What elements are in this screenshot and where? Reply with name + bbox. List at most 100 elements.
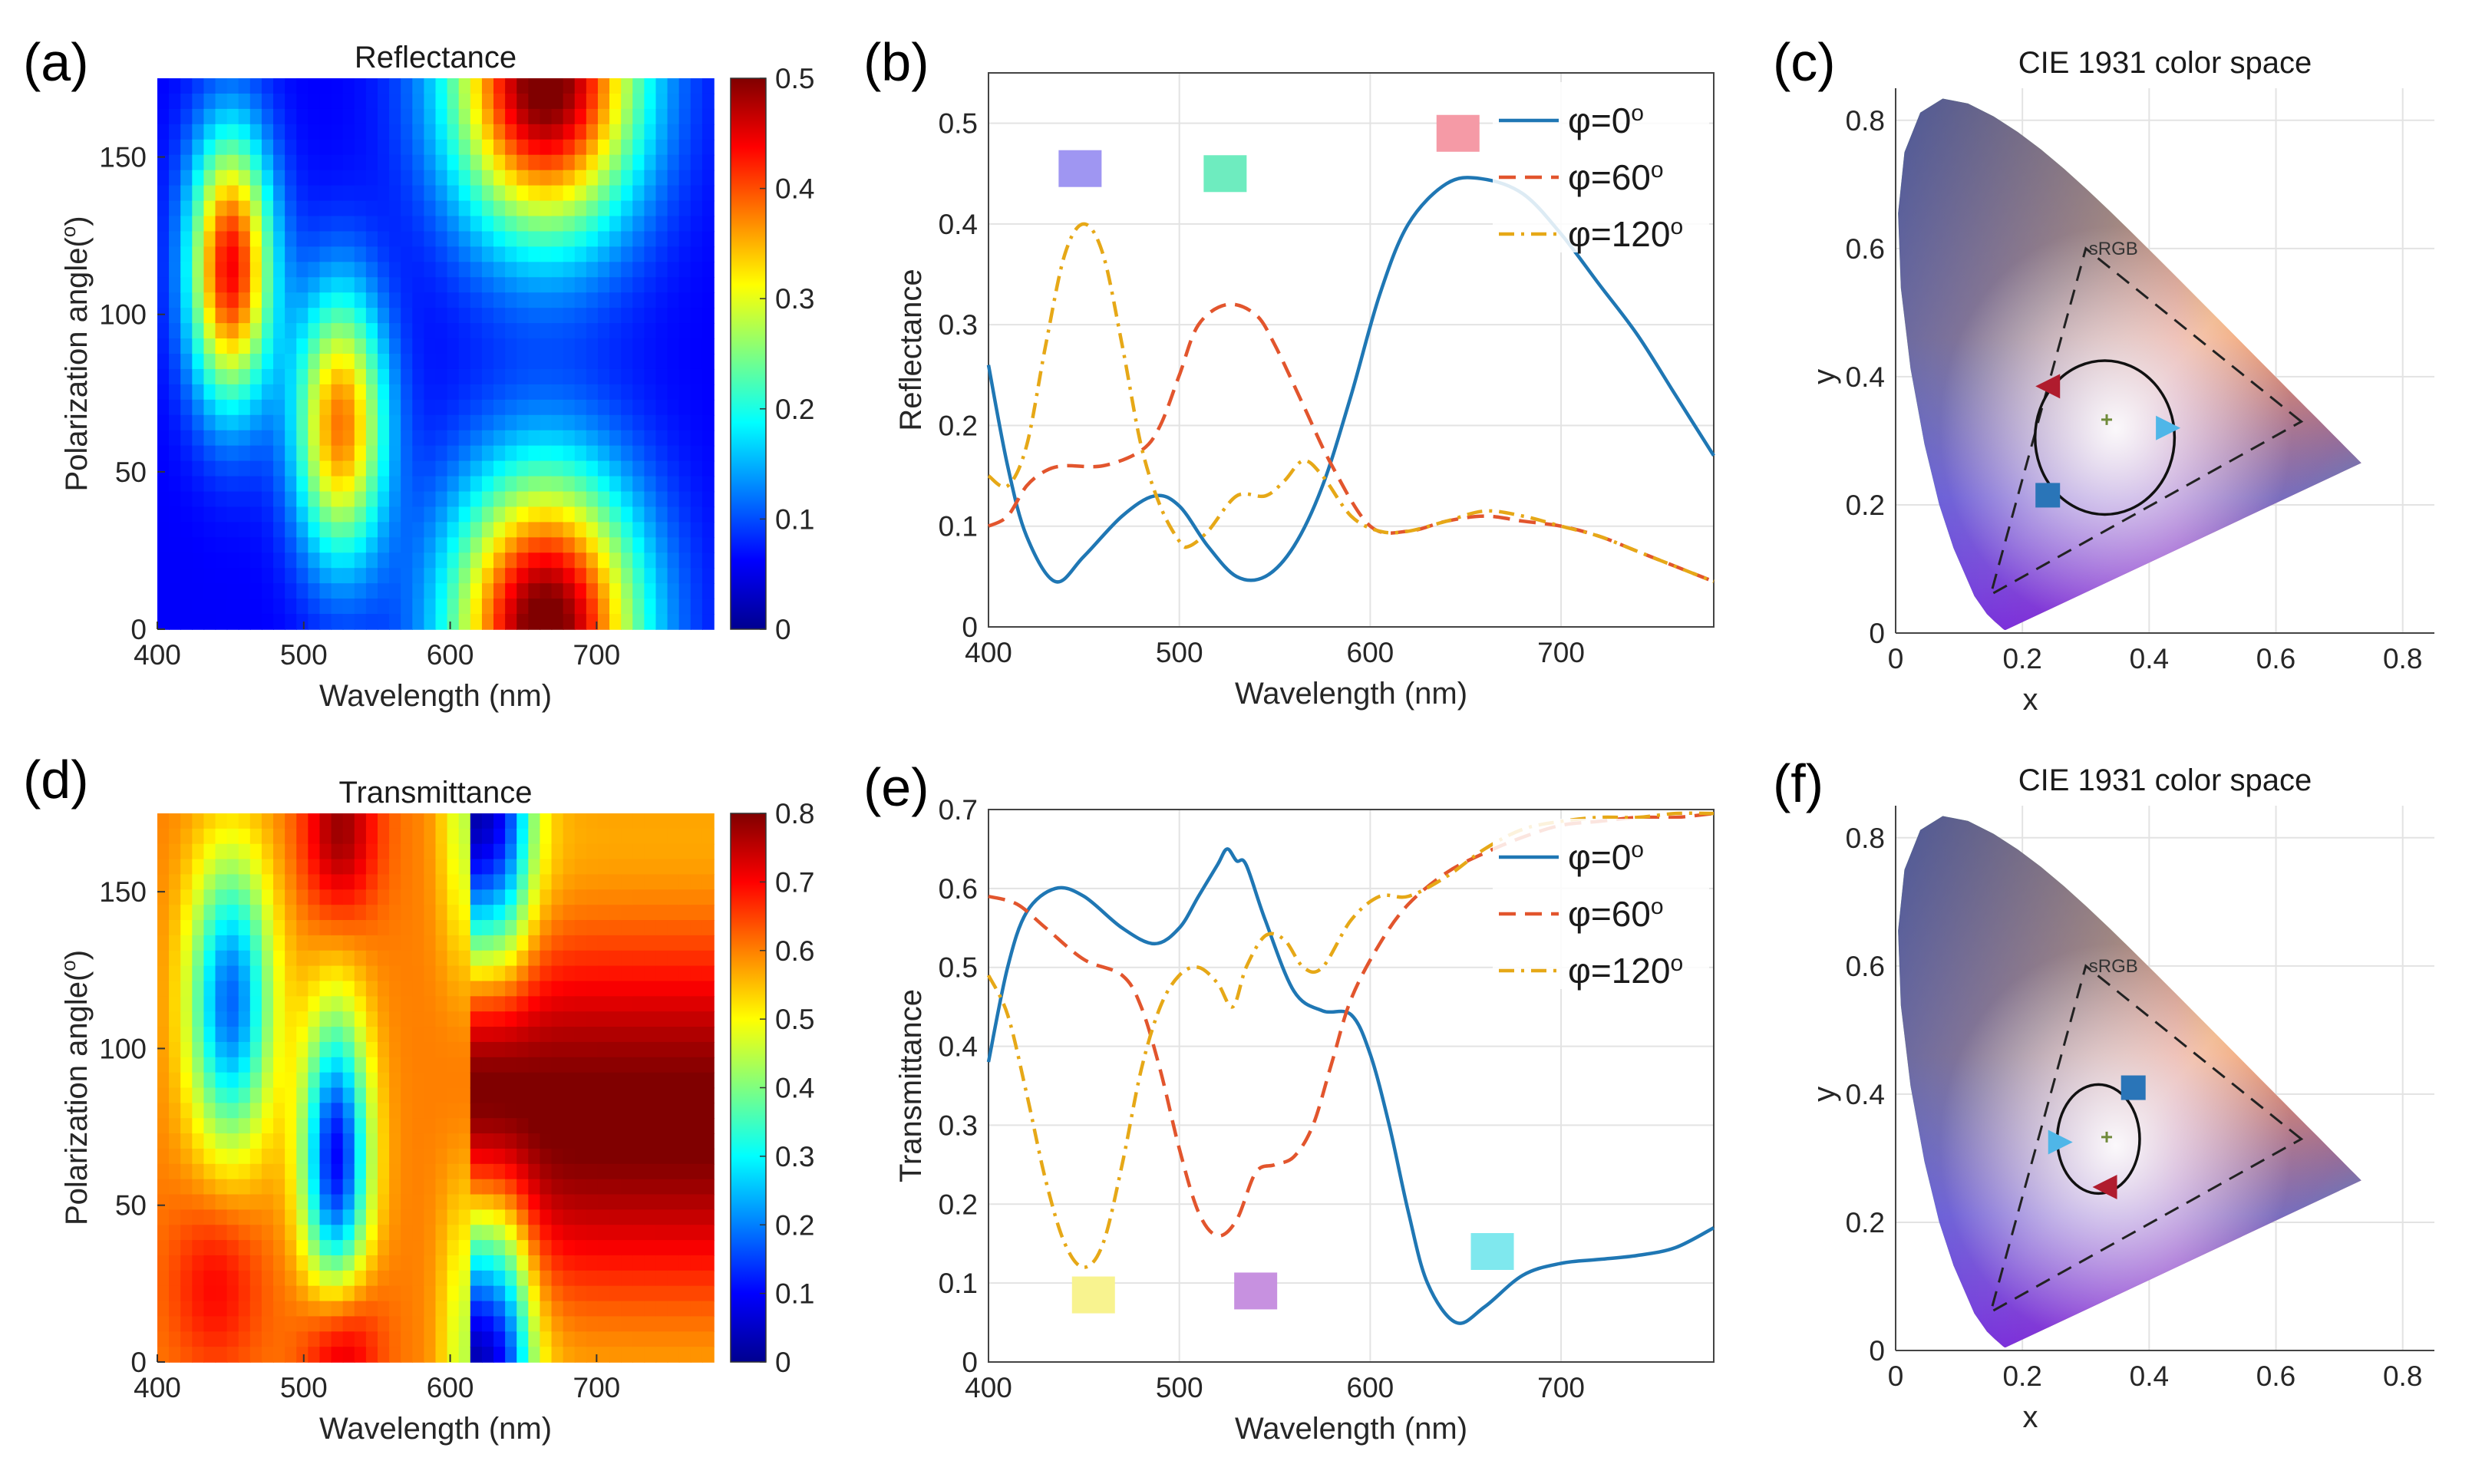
heat-cell xyxy=(563,200,576,217)
heat-cell xyxy=(574,1347,587,1363)
heat-cell xyxy=(285,614,298,630)
heat-cell xyxy=(540,231,553,248)
heat-cell xyxy=(609,1285,622,1302)
heat-cell xyxy=(215,1133,228,1149)
heat-cell xyxy=(180,277,193,294)
heat-cell xyxy=(493,950,506,967)
heat-cell xyxy=(644,1331,657,1347)
heat-cell xyxy=(169,920,181,936)
heat-cell xyxy=(528,1148,541,1165)
heat-cell xyxy=(563,414,576,431)
heat-cell xyxy=(296,1194,309,1211)
heat-cell xyxy=(169,874,181,891)
heat-cell xyxy=(249,200,262,217)
heat-cell xyxy=(412,537,425,554)
heat-cell xyxy=(493,1072,506,1089)
heat-cell xyxy=(342,491,355,508)
heat-cell xyxy=(597,124,610,140)
heat-cell xyxy=(597,537,610,554)
heat-cell xyxy=(678,981,691,998)
heat-cell xyxy=(690,430,703,447)
heat-cell xyxy=(540,216,553,232)
heat-cell xyxy=(597,859,610,876)
heat-cell xyxy=(586,108,599,125)
heat-cell xyxy=(493,170,506,186)
heat-cell xyxy=(632,368,645,385)
heat-cell xyxy=(296,950,309,967)
heat-cell xyxy=(308,93,321,110)
heat-cell xyxy=(226,460,239,477)
heat-cell xyxy=(331,323,344,339)
heat-cell xyxy=(180,1194,193,1211)
heat-cell xyxy=(632,231,645,248)
heat-cell xyxy=(655,859,668,876)
heat-cell xyxy=(586,1133,599,1149)
heat-cell xyxy=(169,354,181,370)
heat-cell xyxy=(667,445,680,462)
heat-cell xyxy=(481,277,494,294)
heat-cell xyxy=(481,1087,494,1104)
heat-cell xyxy=(331,93,344,110)
heat-cell xyxy=(470,399,483,416)
heat-cell xyxy=(678,1148,691,1165)
heat-cell xyxy=(632,599,645,615)
srgb-triangle-f xyxy=(1988,964,2304,1314)
heat-cell xyxy=(238,1316,251,1333)
heat-cell xyxy=(690,1347,703,1363)
heat-cell xyxy=(215,1179,228,1195)
heat-cell xyxy=(447,246,460,263)
heat-cell xyxy=(389,828,401,845)
heat-cell xyxy=(180,231,193,248)
heat-cell xyxy=(308,965,321,982)
heat-cell xyxy=(517,354,530,370)
heat-cell xyxy=(377,599,390,615)
heat-cell xyxy=(597,399,610,416)
heat-cell xyxy=(632,568,645,584)
heat-cell xyxy=(215,537,228,554)
heat-cell xyxy=(308,828,321,845)
heat-cell xyxy=(319,859,332,876)
heat-cell xyxy=(169,1011,181,1027)
heat-cell xyxy=(215,491,228,508)
heat-cell xyxy=(192,1225,205,1241)
heat-cell xyxy=(447,308,460,324)
heat-cell xyxy=(505,1209,518,1226)
heat-cell xyxy=(412,1072,425,1089)
heat-cell xyxy=(609,124,622,140)
heat-cell xyxy=(157,1163,170,1180)
heat-cell xyxy=(563,1240,576,1256)
heat-cell xyxy=(678,460,691,477)
heat-cell xyxy=(203,859,216,876)
heat-cell xyxy=(365,1027,378,1043)
heat-cell xyxy=(354,828,367,845)
heat-cell xyxy=(412,1087,425,1104)
heat-cell xyxy=(377,338,390,355)
heat-cell xyxy=(435,935,448,951)
heat-cell xyxy=(192,1027,205,1043)
heat-cell xyxy=(169,1240,181,1256)
heat-cell xyxy=(667,1072,680,1089)
heat-cell xyxy=(701,338,715,355)
heat-cell xyxy=(342,1255,355,1271)
heat-cell xyxy=(377,354,390,370)
heat-cell xyxy=(296,828,309,845)
heat-cell xyxy=(540,108,553,125)
heat-cell xyxy=(540,1027,553,1043)
heat-cell xyxy=(389,1148,401,1165)
heat-cell xyxy=(238,308,251,324)
heat-cell xyxy=(169,506,181,523)
x-tick-label: 600 xyxy=(427,639,474,671)
heat-cell xyxy=(273,1179,285,1195)
heat-cell xyxy=(609,1041,622,1058)
heat-cell xyxy=(424,124,437,140)
heat-cell xyxy=(331,1133,344,1149)
heat-cell xyxy=(667,1118,680,1134)
heat-cell xyxy=(331,368,344,385)
heat-cell xyxy=(365,859,378,876)
heat-cell xyxy=(517,445,530,462)
heat-cell xyxy=(505,445,518,462)
heat-cell xyxy=(261,874,274,891)
heat-cell xyxy=(365,200,378,217)
heat-cell xyxy=(203,1118,216,1134)
heat-cell xyxy=(435,522,448,539)
